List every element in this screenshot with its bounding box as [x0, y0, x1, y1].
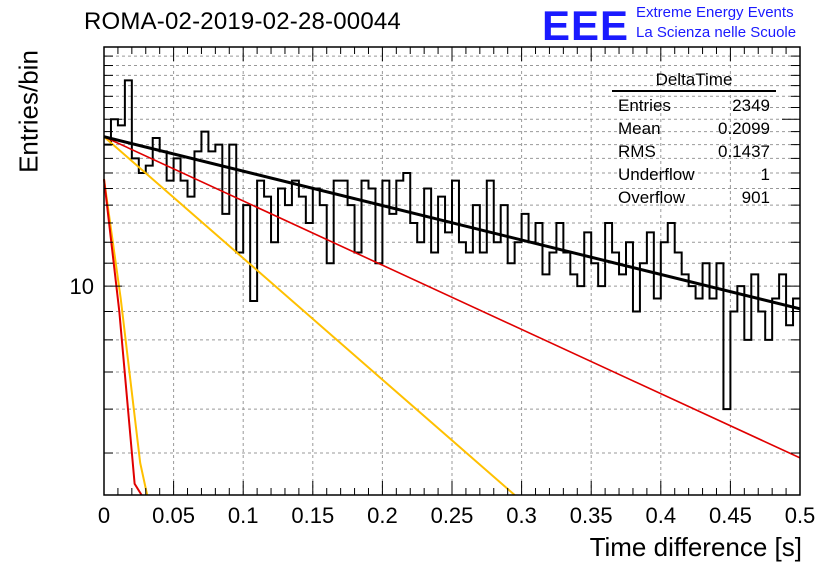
grid-lines [104, 47, 800, 495]
fit-curves [103, 135, 801, 496]
stats-box: DeltaTime Entries 2349 Mean 0.2099 RMS 0.14… [612, 70, 776, 209]
x-tick-label: 0.05 [152, 503, 195, 528]
x-tick-label: 0.2 [367, 503, 398, 528]
histogram [104, 79, 800, 411]
eee-logo: EEE [542, 2, 630, 49]
x-tick-label: 0.3 [506, 503, 537, 528]
y-tick-labels: 10 [70, 274, 94, 299]
x-tick-label: 0.25 [431, 503, 474, 528]
logo-line-2: La Scienza nelle Scuole [636, 24, 797, 41]
x-tick-label: 0.4 [646, 503, 677, 528]
y-tick-label: 10 [70, 274, 94, 299]
curve-yellow-slow [103, 135, 516, 496]
curve-red-slow [103, 135, 801, 459]
x-tick-label: 0.15 [291, 503, 334, 528]
x-axis-label: Time difference [s] [589, 532, 802, 562]
curve-red-fast [103, 178, 143, 496]
curve-fit-total [103, 135, 801, 311]
axis-ticks [103, 47, 801, 495]
curve-yellow-fast [103, 178, 149, 496]
x-tick-label: 0.1 [228, 503, 259, 528]
x-tick-label: 0.35 [570, 503, 613, 528]
logo-line-1: Extreme Energy Events [636, 4, 794, 21]
y-axis-label: Entries/bin [13, 50, 44, 173]
x-tick-label: 0 [98, 503, 110, 528]
stats-row-entries: Entries 2349 [618, 96, 770, 115]
x-tick-label: 0.5 [785, 503, 816, 528]
x-tick-label: 0.45 [709, 503, 752, 528]
x-tick-labels: 0 0.05 0.1 0.15 0.2 0.25 0.3 0.35 0.4 0.45 0.5 [98, 503, 815, 528]
stats-row-mean: Mean 0.2099 [618, 119, 770, 138]
stats-row-overflow: Overflow 901 [618, 188, 770, 207]
histogram-steps [104, 79, 800, 411]
stats-row-underflow: Underflow 1 [618, 165, 770, 184]
stats-title: DeltaTime [612, 70, 776, 92]
stats-row-rms: RMS 0.1437 [618, 142, 770, 161]
run-title: ROMA-02-2019-02-28-00044 [84, 8, 401, 35]
